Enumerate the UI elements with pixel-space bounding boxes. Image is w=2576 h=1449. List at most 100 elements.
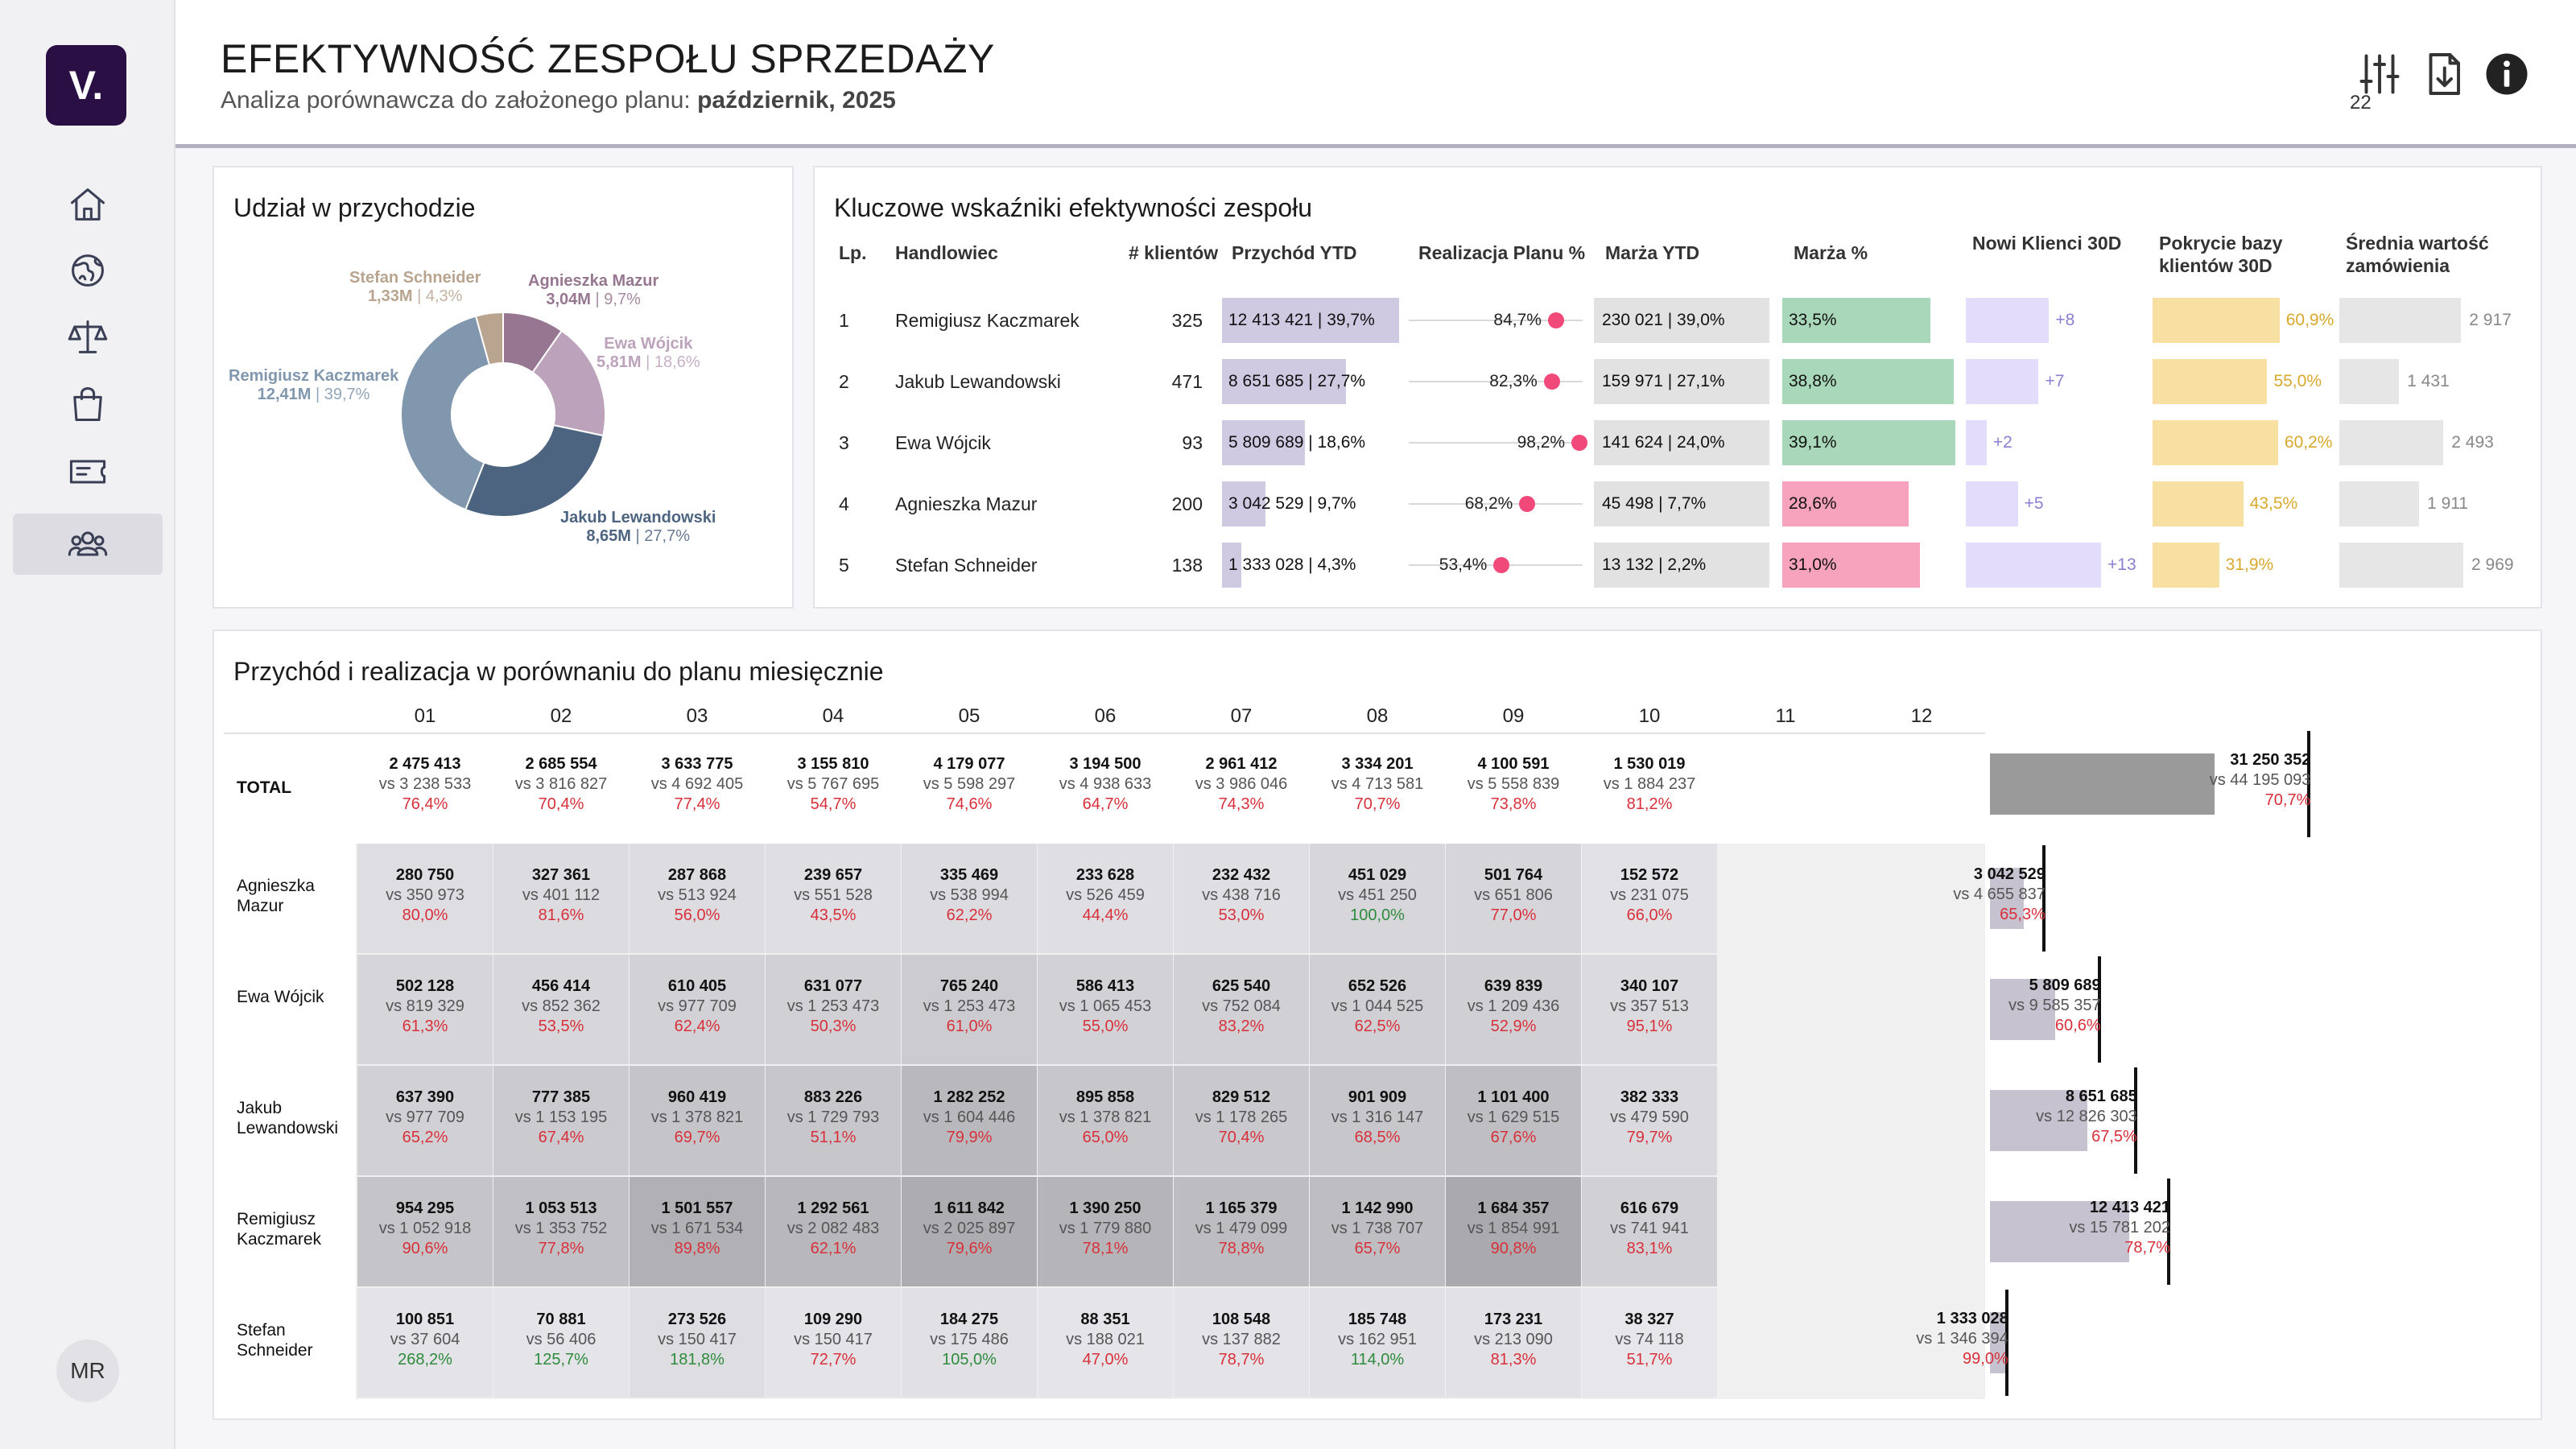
cell-plan: vs 1 378 821	[1059, 1108, 1152, 1126]
cell-actual: 232 432	[1212, 866, 1271, 884]
month-cell[interactable]: 185 748 vs 162 951 114,0%	[1310, 1288, 1445, 1397]
month-cell[interactable]: 1 101 400 vs 1 629 515 67,6%	[1446, 1066, 1581, 1175]
nav-item-shopping-bag[interactable]	[13, 374, 163, 435]
month-cell[interactable]: 38 327 vs 74 118 51,7%	[1582, 1288, 1717, 1397]
month-cell[interactable]: 883 226 vs 1 729 793 51,1%	[766, 1066, 901, 1175]
month-cell[interactable]: 340 107 vs 357 513 95,1%	[1582, 955, 1717, 1064]
month-cell[interactable]: 173 231 vs 213 090 81,3%	[1446, 1288, 1581, 1397]
filter-sliders-icon[interactable]	[2355, 50, 2404, 98]
cell-plan: vs 401 112	[522, 886, 601, 904]
donut-label: Remigiusz Kaczmarek 12,41M | 39,7%	[229, 367, 398, 404]
month-cell[interactable]: 895 858 vs 1 378 821 65,0%	[1038, 1066, 1173, 1175]
total-cell[interactable]: 2 961 412 vs 3 986 046 74,3%	[1174, 733, 1309, 842]
month-cell[interactable]: 109 290 vs 150 417 72,7%	[766, 1288, 901, 1397]
month-cell[interactable]: 616 679 vs 741 941 83,1%	[1582, 1177, 1717, 1286]
cell-plan: vs 175 486	[930, 1331, 1009, 1348]
download-icon[interactable]	[2420, 50, 2468, 98]
month-cell[interactable]: 901 909 vs 1 316 147 68,5%	[1310, 1066, 1445, 1175]
cell-percent: 69,7%	[674, 1129, 720, 1146]
month-cell[interactable]: 954 295 vs 1 052 918 90,6%	[357, 1177, 493, 1286]
month-cell[interactable]: 70 881 vs 56 406 125,7%	[493, 1288, 629, 1397]
month-cell[interactable]: 1 390 250 vs 1 779 880 78,1%	[1038, 1177, 1173, 1286]
month-cell[interactable]: 451 029 vs 451 250 100,0%	[1310, 844, 1445, 953]
cell-plan: vs 741 941	[1610, 1220, 1689, 1237]
total-cell[interactable]: 1 530 019 vs 1 884 237 81,2%	[1582, 733, 1717, 842]
month-cell[interactable]: 88 351 vs 188 021 47,0%	[1038, 1288, 1173, 1397]
total-cell[interactable]: 3 194 500 vs 4 938 633 64,7%	[1038, 733, 1173, 842]
donut-slice-remigiusz-kaczmarek[interactable]	[400, 315, 491, 511]
cell-plan: vs 1 316 147	[1331, 1108, 1424, 1126]
month-cell[interactable]: 501 764 vs 651 806 77,0%	[1446, 844, 1581, 953]
nav-item-ticket[interactable]	[13, 441, 163, 502]
grid-header-divider	[224, 733, 1985, 734]
summary-label: 1 333 028 vs 1 346 394 99,0%	[1818, 1309, 2008, 1369]
month-cell[interactable]: 960 419 vs 1 378 821 69,7%	[630, 1066, 765, 1175]
month-cell[interactable]: 1 053 513 vs 1 353 752 77,8%	[493, 1177, 629, 1286]
cell-plan: vs 4 692 405	[650, 775, 744, 793]
plan-value: 53,4%	[1439, 555, 1488, 574]
month-cell[interactable]: 1 684 357 vs 1 854 991 90,8%	[1446, 1177, 1581, 1286]
month-cell[interactable]: 456 414 vs 852 362 53,5%	[493, 955, 629, 1064]
month-cell[interactable]: 610 405 vs 977 709 62,4%	[630, 955, 765, 1064]
month-cell[interactable]: 829 512 vs 1 178 265 70,4%	[1174, 1066, 1309, 1175]
cell-percent: 73,8%	[1490, 795, 1537, 813]
user-avatar[interactable]: MR	[56, 1340, 119, 1402]
month-cell[interactable]: 502 128 vs 819 329 61,3%	[357, 955, 493, 1064]
cell-actual: 639 839	[1484, 977, 1543, 995]
total-cell[interactable]: 3 334 201 vs 4 713 581 70,7%	[1310, 733, 1445, 842]
month-cell[interactable]: 652 526 vs 1 044 525 62,5%	[1310, 955, 1445, 1064]
total-cell[interactable]: 3 633 775 vs 4 692 405 77,4%	[630, 733, 765, 842]
cell-actual: 1 292 561	[797, 1199, 869, 1217]
donut-slice-stefan-schneider[interactable]	[474, 311, 504, 366]
app-logo[interactable]: V.	[46, 45, 126, 126]
month-cell[interactable]: 233 628 vs 526 459 44,4%	[1038, 844, 1173, 953]
month-cell[interactable]: 637 390 vs 977 709 65,2%	[357, 1066, 493, 1175]
month-cell[interactable]: 382 333 vs 479 590 79,7%	[1582, 1066, 1717, 1175]
month-cell[interactable]: 335 469 vs 538 994 62,2%	[902, 844, 1037, 953]
cell-plan: vs 977 709	[658, 997, 737, 1015]
cell-plan: vs 357 513	[1610, 997, 1689, 1015]
cell-percent: 44,4%	[1082, 906, 1129, 924]
month-cell[interactable]: 232 432 vs 438 716 53,0%	[1174, 844, 1309, 953]
cell-plan: vs 977 709	[386, 1108, 464, 1126]
month-cell[interactable]: 765 240 vs 1 253 473 61,0%	[902, 955, 1037, 1064]
month-cell[interactable]: 625 540 vs 752 084 83,2%	[1174, 955, 1309, 1064]
month-cell[interactable]: 777 385 vs 1 153 195 67,4%	[493, 1066, 629, 1175]
nav-item-scales[interactable]	[13, 307, 163, 368]
cell-plan: vs 37 604	[390, 1331, 460, 1348]
total-cell[interactable]: 3 155 810 vs 5 767 695 54,7%	[766, 733, 901, 842]
month-cell[interactable]: 152 572 vs 231 075 66,0%	[1582, 844, 1717, 953]
total-cell[interactable]: 4 100 591 vs 5 558 839 73,8%	[1446, 733, 1581, 842]
month-cell[interactable]: 100 851 vs 37 604 268,2%	[357, 1288, 493, 1397]
month-cell[interactable]: 184 275 vs 175 486 105,0%	[902, 1288, 1037, 1397]
nav-item-home[interactable]	[13, 174, 163, 235]
month-cell[interactable]: 327 361 vs 401 112 81,6%	[493, 844, 629, 953]
month-cell[interactable]: 1 501 557 vs 1 671 534 89,8%	[630, 1177, 765, 1286]
month-cell[interactable]: 239 657 vs 551 528 43,5%	[766, 844, 901, 953]
total-cell[interactable]: 2 685 554 vs 3 816 827 70,4%	[493, 733, 629, 842]
total-cell[interactable]: 4 179 077 vs 5 598 297 74,6%	[902, 733, 1037, 842]
revenue-bar	[1222, 359, 1346, 404]
total-cell[interactable]: 2 475 413 vs 3 238 533 76,4%	[357, 733, 493, 842]
month-cell[interactable]: 108 548 vs 137 882 78,7%	[1174, 1288, 1309, 1397]
salesperson-row-label: Stefan Schneider	[237, 1321, 313, 1360]
nav-item-globe[interactable]	[13, 240, 163, 301]
cell-percent: 68,5%	[1354, 1129, 1401, 1146]
month-cell[interactable]: 287 868 vs 513 924 56,0%	[630, 844, 765, 953]
month-cell[interactable]: 273 526 vs 150 417 181,8%	[630, 1288, 765, 1397]
cell-percent: 56,0%	[674, 906, 720, 924]
month-cell[interactable]: 1 282 252 vs 1 604 446 79,9%	[902, 1066, 1037, 1175]
info-icon[interactable]	[2483, 50, 2531, 98]
month-cell[interactable]: 1 611 842 vs 2 025 897 79,6%	[902, 1177, 1037, 1286]
cell-plan: vs 451 250	[1338, 886, 1417, 904]
month-cell[interactable]: 1 292 561 vs 2 082 483 62,1%	[766, 1177, 901, 1286]
donut-label-values: 5,81M | 18,6%	[597, 353, 700, 372]
nav-item-team[interactable]	[13, 514, 163, 575]
donut-slice-jakub-lewandowski[interactable]	[464, 423, 605, 518]
month-cell[interactable]: 639 839 vs 1 209 436 52,9%	[1446, 955, 1581, 1064]
month-cell[interactable]: 280 750 vs 350 973 80,0%	[357, 844, 493, 953]
month-cell[interactable]: 1 165 379 vs 1 479 099 78,8%	[1174, 1177, 1309, 1286]
month-cell[interactable]: 586 413 vs 1 065 453 55,0%	[1038, 955, 1173, 1064]
month-cell[interactable]: 1 142 990 vs 1 738 707 65,7%	[1310, 1177, 1445, 1286]
month-cell[interactable]: 631 077 vs 1 253 473 50,3%	[766, 955, 901, 1064]
